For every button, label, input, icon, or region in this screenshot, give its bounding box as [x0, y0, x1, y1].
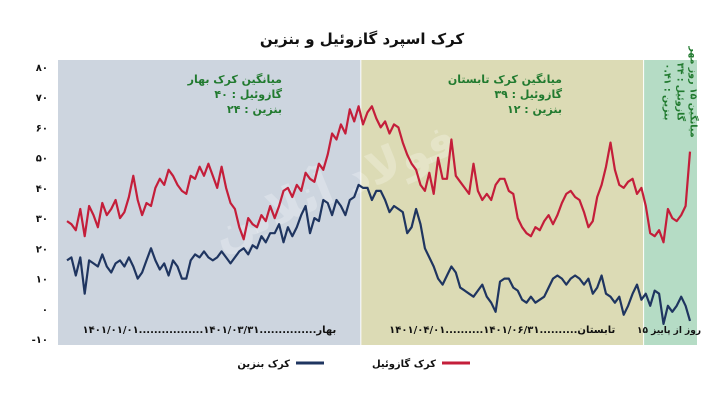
- y-tick-label: ۲۰: [36, 244, 48, 255]
- period-label-summer: بنزین : ۱۲: [507, 103, 562, 116]
- period-label-spring: گازوئیل : ۴۰: [214, 88, 282, 101]
- series-lines: [66, 105, 692, 325]
- period-band-spring: [58, 60, 361, 345]
- period-label-line: گازوئیل : ۳۴: [674, 63, 686, 122]
- period-label-line: میانگین ۱۵ روز مهر: [687, 45, 699, 137]
- y-axis-ticks: ۸۰ ۷۰ ۶۰ ۵۰ ۴۰ ۳۰ ۲۰ ۱۰ ۰ -۱۰: [32, 63, 48, 346]
- period-labels: میانگین کرک بهار گازوئیل : ۴۰ بنزین : ۲۴ می…: [187, 45, 700, 137]
- legend: کرک گازوئیل کرک بنزین: [237, 357, 470, 370]
- y-tick-label: ۷۰: [36, 93, 48, 104]
- period-axis-label-autumn: ۱۵ روز از پاییز: [637, 326, 701, 336]
- period-axis-label-spring: ۱۴۰۱/۰۱/۰۱.................بهار.........…: [83, 325, 337, 336]
- y-tick-label: ۰: [42, 305, 48, 316]
- y-tick-label: ۳۰: [36, 214, 48, 225]
- y-tick-label: ۶۰: [36, 123, 48, 134]
- period-label-summer: گازوئیل : ۳۹: [494, 88, 562, 101]
- y-tick-label: ۸۰: [36, 63, 48, 74]
- y-tick-label: ۱۰: [36, 275, 48, 286]
- series-line-gasoline: [66, 183, 692, 325]
- y-tick-label: ۵۰: [36, 154, 48, 165]
- period-axis-label-summer: ۱۴۰۱/۰۴/۰۱..........تابستان..........۱۴۰…: [389, 325, 615, 336]
- legend-gasoline-label: کرک بنزین: [237, 359, 290, 370]
- period-label-spring: بنزین : ۲۴: [227, 103, 282, 116]
- period-band-summer: [360, 60, 644, 345]
- series-line-diesel: [66, 105, 692, 244]
- y-tick-label: -۱۰: [32, 335, 48, 346]
- period-label-summer: میانگین کرک تابستان: [448, 73, 562, 86]
- period-label-spring: میانگین کرک بهار: [187, 73, 282, 86]
- y-tick-label: ۴۰: [36, 184, 48, 195]
- chart-title: کرک اسپرد گازوئیل و بنزین: [260, 30, 465, 49]
- period-label-line: بنزین : ۰.۴۱: [661, 64, 672, 121]
- period-backgrounds: [58, 60, 697, 345]
- legend-diesel-label: کرک گازوئیل: [372, 357, 436, 370]
- period-axis-labels: ۱۴۰۱/۰۱/۰۱.................بهار.........…: [83, 325, 701, 336]
